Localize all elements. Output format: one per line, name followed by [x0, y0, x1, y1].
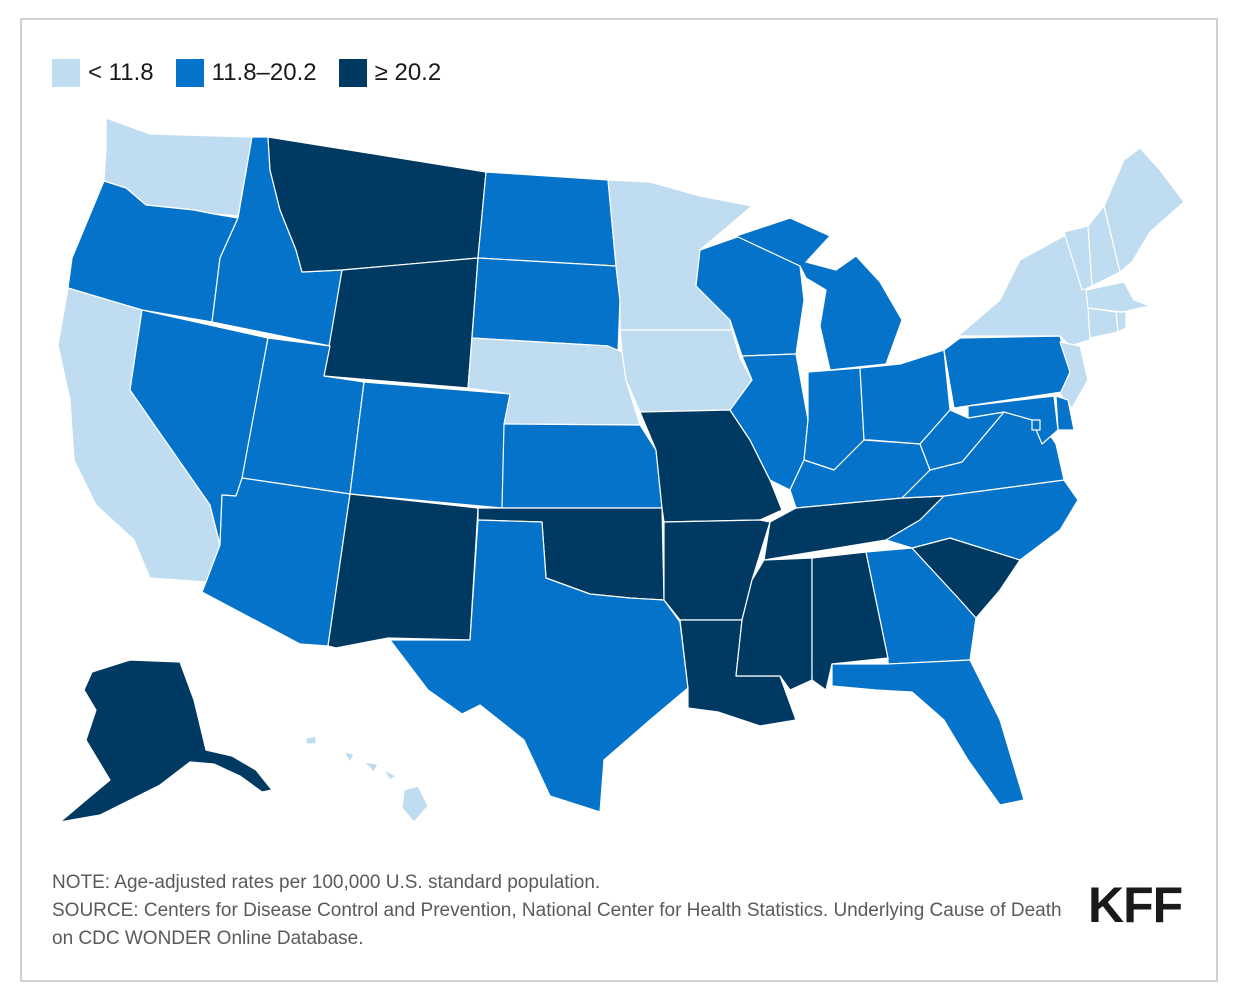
- state-AZ[interactable]: [201, 477, 351, 647]
- state-IA[interactable]: [619, 329, 753, 413]
- state-CO[interactable]: [349, 381, 511, 509]
- state-MT[interactable]: [267, 136, 487, 273]
- state-WY[interactable]: [323, 257, 479, 389]
- state-MI[interactable]: [735, 217, 903, 371]
- state-ME[interactable]: [1103, 147, 1185, 273]
- state-AK[interactable]: [59, 659, 273, 823]
- legend-label-mid: 11.8–20.2: [211, 59, 317, 86]
- legend-label-high: ≥ 20.2: [374, 59, 442, 86]
- state-NM[interactable]: [327, 493, 479, 649]
- state-CT[interactable]: [1087, 307, 1119, 339]
- note-text: NOTE: Age-adjusted rates per 100,000 U.S…: [52, 872, 601, 893]
- state-TX[interactable]: [389, 519, 689, 813]
- state-DC[interactable]: [1031, 419, 1041, 431]
- source-text: SOURCE: Centers for Disease Control and …: [52, 900, 1062, 949]
- us-state-map: [57, 117, 1185, 823]
- legend: < 11.8 11.8–20.2 ≥ 20.2: [52, 59, 463, 87]
- state-MA[interactable]: [1085, 281, 1151, 313]
- legend-item-high: ≥ 20.2: [338, 59, 442, 87]
- state-DE[interactable]: [1055, 395, 1075, 431]
- state-HI[interactable]: [305, 735, 429, 823]
- legend-item-low: < 11.8: [52, 59, 154, 87]
- state-IL[interactable]: [729, 353, 809, 491]
- state-FL[interactable]: [831, 659, 1025, 806]
- kff-logo: KFF: [1088, 877, 1183, 933]
- legend-swatch-mid: [175, 59, 204, 87]
- state-KS[interactable]: [501, 423, 663, 509]
- legend-item-mid: 11.8–20.2: [175, 59, 317, 87]
- state-SD[interactable]: [471, 257, 621, 353]
- legend-swatch-low: [52, 59, 80, 87]
- state-NC[interactable]: [885, 479, 1079, 561]
- state-MD[interactable]: [967, 395, 1059, 445]
- legend-swatch-high: [338, 59, 367, 87]
- legend-label-low: < 11.8: [88, 59, 154, 86]
- state-NJ[interactable]: [1059, 341, 1089, 409]
- state-ND[interactable]: [477, 171, 617, 267]
- state-RI[interactable]: [1115, 311, 1127, 333]
